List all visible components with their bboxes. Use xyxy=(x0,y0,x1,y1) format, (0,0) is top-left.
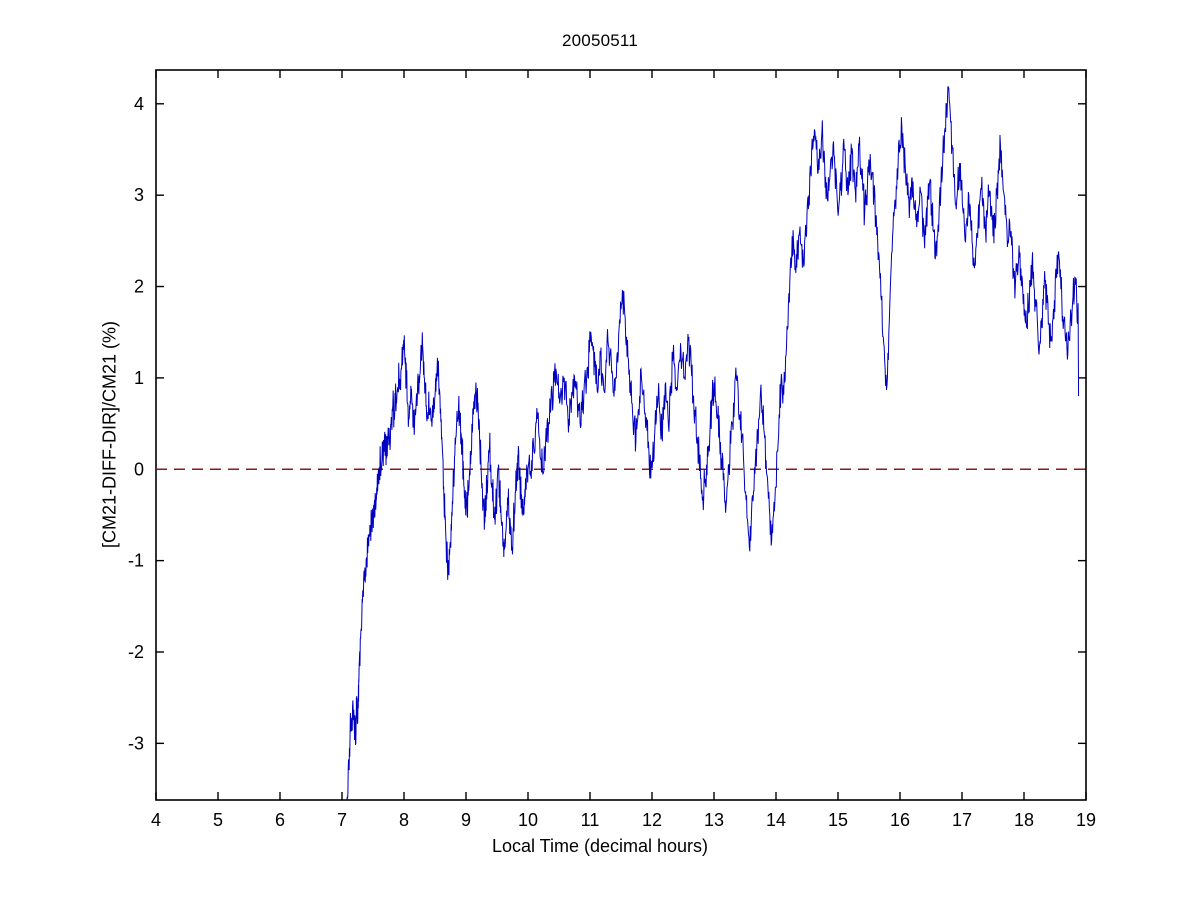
series-line xyxy=(346,86,1080,800)
x-tick-label: 4 xyxy=(151,810,161,830)
data-series xyxy=(346,86,1080,800)
x-tick-label: 16 xyxy=(890,810,910,830)
x-tick-label: 5 xyxy=(213,810,223,830)
y-tick-label: 3 xyxy=(134,185,144,205)
y-tick-label: -3 xyxy=(128,733,144,753)
x-tick-label: 14 xyxy=(766,810,786,830)
y-tick-label: 0 xyxy=(134,459,144,479)
axes-frame xyxy=(155,69,1087,801)
x-axis-label: Local Time (decimal hours) xyxy=(491,836,709,856)
axis-ticks xyxy=(155,70,1087,800)
y-axis-label: [CM21-DIFF-DIR]/CM21 (%) xyxy=(99,321,120,549)
x-tick-label: 12 xyxy=(642,810,662,830)
x-tick-label: 10 xyxy=(518,810,538,830)
y-tick-label: 4 xyxy=(134,94,144,114)
x-tick-label: 7 xyxy=(337,810,347,830)
x-tick-label: 15 xyxy=(828,810,848,830)
x-tick-label: 17 xyxy=(952,810,972,830)
x-tick-label: 9 xyxy=(461,810,471,830)
y-tick-label: 2 xyxy=(134,277,144,297)
y-tick-label: 1 xyxy=(134,368,144,388)
axes-box xyxy=(155,69,1087,801)
x-tick-label: 19 xyxy=(1076,810,1096,830)
chart-title: 20050511 xyxy=(562,31,638,50)
y-tick-label: -1 xyxy=(128,551,144,571)
x-tick-label: 11 xyxy=(581,810,600,830)
x-tick-label: 18 xyxy=(1014,810,1034,830)
x-tick-label: 8 xyxy=(399,810,409,830)
y-tick-label: -2 xyxy=(128,642,144,662)
x-tick-label: 13 xyxy=(704,810,724,830)
x-tick-label: 6 xyxy=(275,810,285,830)
